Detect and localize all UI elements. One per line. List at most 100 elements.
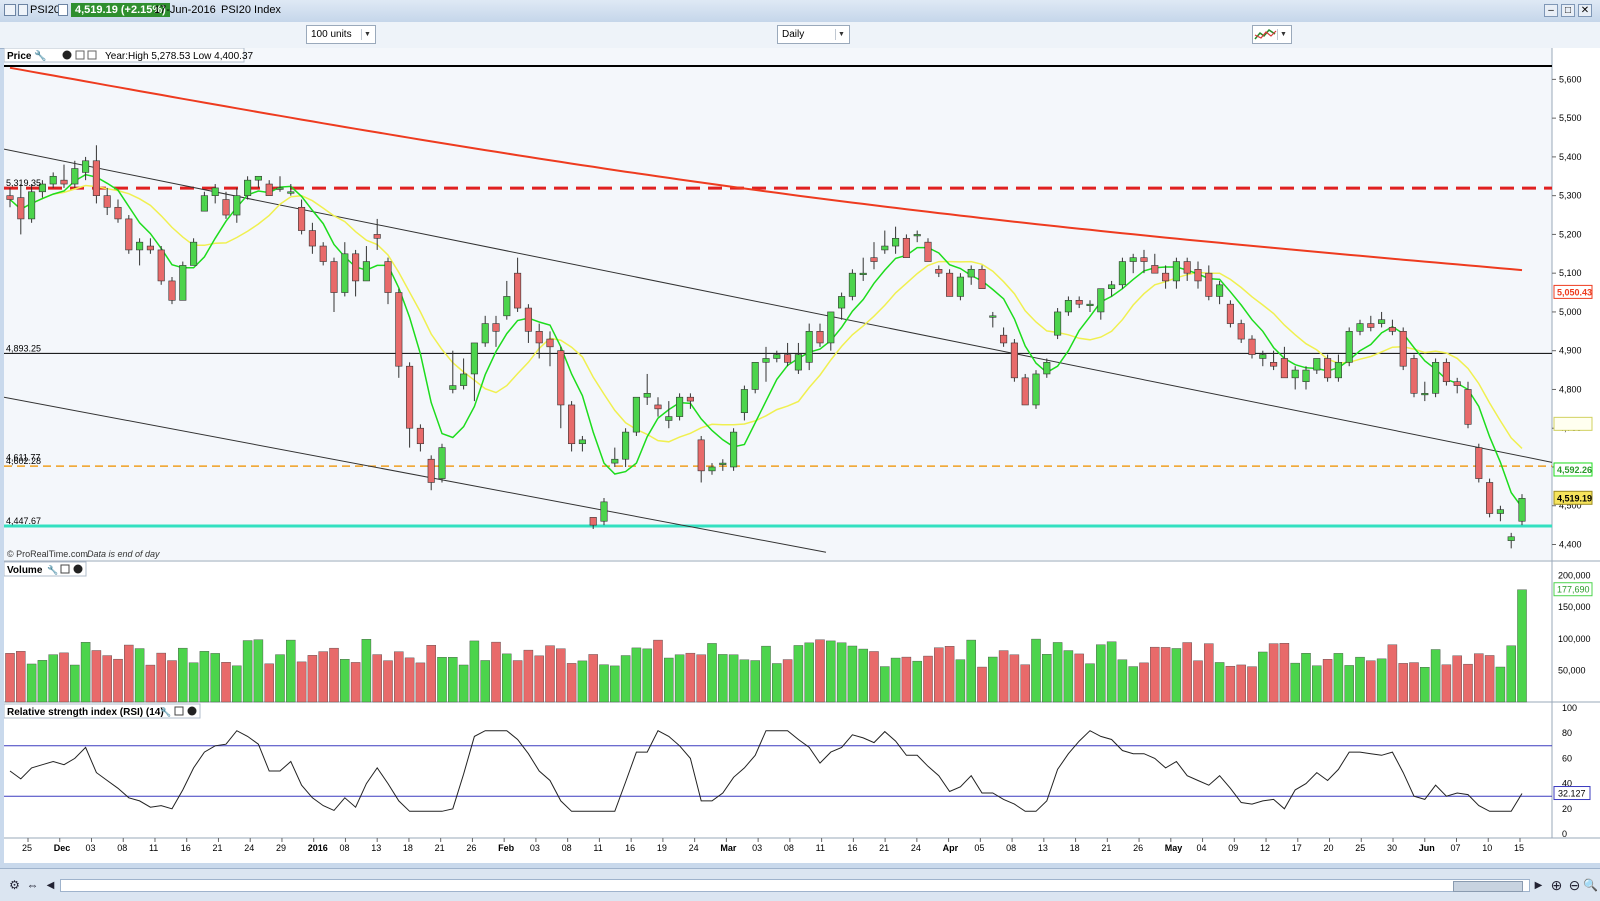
candle — [298, 199, 306, 235]
info-icon[interactable] — [58, 4, 68, 16]
level-label: 5,319.35 — [6, 178, 41, 188]
candle-body-down — [373, 234, 381, 239]
volume-bar-up — [37, 660, 48, 703]
search-icon[interactable]: 🔍 — [1583, 878, 1598, 892]
volume-bar-up — [847, 645, 858, 703]
zoom-in-icon[interactable]: ⊕ — [1550, 877, 1563, 893]
date-label: 24 — [689, 843, 699, 853]
candle — [157, 246, 165, 285]
scroll-left-button[interactable]: ◀ — [46, 880, 55, 891]
candle-body-down — [1183, 261, 1191, 274]
wrench-icon[interactable]: 🔧 — [34, 49, 46, 62]
volume-bar-down — [383, 660, 393, 703]
window-icon[interactable] — [60, 564, 70, 574]
minimize-button[interactable]: – — [1544, 4, 1558, 17]
chart-toolbar: 100 units ▼ Daily ▼ ▼ — [0, 22, 1600, 49]
candle-body-up — [233, 195, 241, 216]
ma-fast-badge-bg — [1553, 462, 1593, 477]
link-icon[interactable] — [18, 4, 28, 16]
volume-bar-up — [1117, 659, 1128, 703]
date-label: Dec — [54, 843, 71, 853]
candle-body-up — [1108, 284, 1116, 289]
candle-body-up — [859, 272, 867, 275]
zoom-out-icon[interactable]: ⊖ — [1568, 877, 1581, 893]
candle-body-down — [784, 354, 792, 363]
units-dropdown[interactable]: 100 units ▼ — [306, 25, 376, 44]
volume-bar-up — [1517, 589, 1527, 703]
window-icon[interactable] — [87, 50, 97, 60]
close-indicator-icon[interactable] — [73, 564, 83, 574]
candle — [1075, 296, 1083, 309]
chart-date: 17-Jun-2016 — [154, 4, 216, 16]
candle — [233, 187, 241, 223]
time-scrollbar[interactable]: ⚙ ⇔ ◀ ▶ ⊕ ⊖ 🔍 — [0, 868, 1600, 901]
close-indicator-icon[interactable] — [187, 706, 197, 716]
trend-line-upper — [4, 148, 1553, 463]
date-label: 11 — [816, 843, 825, 853]
close-indicator-icon[interactable] — [62, 50, 72, 60]
wrench-icon[interactable]: 🔧 — [47, 564, 58, 575]
date-label: 11 — [593, 843, 602, 853]
candle-body-down — [319, 245, 327, 262]
date-label: 13 — [371, 843, 381, 853]
volume-bar-up — [253, 639, 264, 703]
candle — [470, 342, 478, 402]
candle — [838, 292, 846, 320]
candle-body-down — [60, 179, 68, 185]
candle — [524, 304, 532, 343]
date-label: 26 — [466, 843, 476, 853]
volume-bar-down — [1452, 655, 1462, 703]
volume-bar-up — [858, 648, 868, 703]
date-label: 24 — [911, 843, 921, 853]
volume-badge-bg — [1553, 582, 1593, 597]
price-tick-label: 5,100 — [1559, 268, 1582, 278]
candle — [989, 311, 997, 328]
window-icon[interactable] — [174, 706, 184, 716]
candle — [1378, 311, 1386, 328]
candle — [924, 238, 932, 262]
candle-body-up — [1216, 284, 1224, 297]
settings-icon[interactable]: ⚙ — [9, 878, 20, 892]
maximize-button[interactable]: □ — [1561, 4, 1575, 17]
candle-body-up — [1032, 373, 1040, 406]
candle — [1086, 300, 1094, 312]
candle-body-down — [146, 245, 154, 251]
price-tick-label: 5,000 — [1559, 307, 1582, 317]
candle — [935, 265, 943, 278]
window-titlebar: PSI20 4,519.19 (+2.15%) 17-Jun-2016 PSI2… — [0, 0, 1600, 23]
zoom-fit-icon[interactable]: ⇔ — [26, 878, 39, 892]
close-button[interactable]: ✕ — [1578, 4, 1592, 17]
window-menu-icon[interactable] — [4, 4, 16, 16]
volume-bar-down — [923, 655, 933, 703]
wrench-icon[interactable]: 🔧 — [160, 706, 171, 717]
candle — [38, 180, 46, 198]
volume-tick-label: 200,000 — [1558, 571, 1591, 581]
candle — [1259, 350, 1267, 367]
period-dropdown[interactable]: Daily ▼ — [777, 25, 850, 44]
candle-body-up — [989, 315, 997, 318]
volume-bar-up — [1506, 645, 1516, 703]
rsi-badge-text: 32.127 — [1558, 789, 1586, 799]
chart-svg[interactable]: 5,319.35 4,893.25 4,611.774,602.28 4,447.67… — [4, 48, 1600, 863]
candle — [676, 393, 684, 421]
candle — [751, 362, 759, 394]
scroll-right-button[interactable]: ▶ — [1534, 880, 1543, 891]
candle-body-down — [103, 195, 111, 208]
chart-type-dropdown[interactable]: ▼ — [1252, 25, 1292, 44]
volume-bar-down — [534, 655, 544, 703]
volume-badge: 177,690 — [1553, 582, 1593, 597]
scrollbar-track[interactable] — [60, 879, 1530, 892]
candle — [1151, 253, 1159, 274]
settings-icon[interactable] — [75, 50, 85, 60]
candle-body-up — [730, 431, 738, 468]
candle-body-down — [298, 206, 306, 231]
candle — [1367, 315, 1375, 332]
volume-bar-down — [1150, 646, 1160, 703]
date-label: Jun — [1419, 843, 1435, 853]
candle — [406, 362, 414, 448]
volume-bar-down — [1366, 660, 1376, 703]
scrollbar-thumb[interactable] — [1453, 881, 1523, 892]
volume-bar-up — [1042, 654, 1052, 703]
candle — [1345, 327, 1353, 367]
candle-body-down — [1410, 358, 1418, 394]
